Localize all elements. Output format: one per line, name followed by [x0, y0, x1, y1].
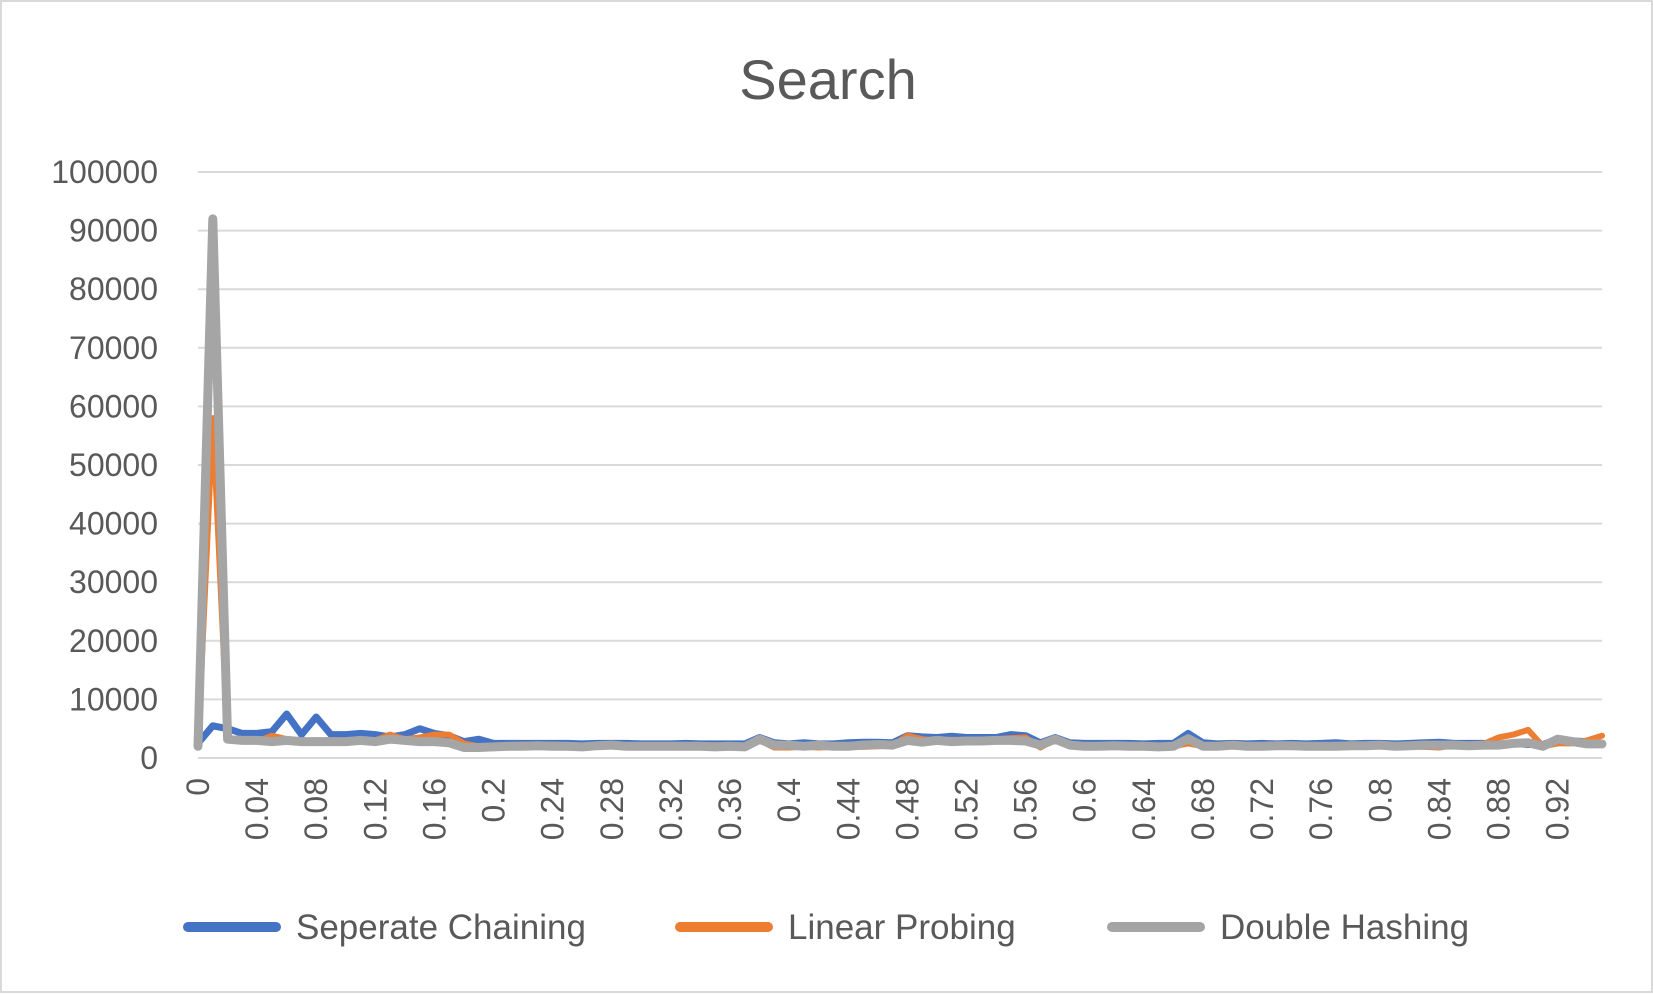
- x-tick-label: 0: [180, 778, 216, 796]
- x-tick-label: 0.44: [830, 778, 866, 840]
- y-tick-label: 40000: [69, 506, 158, 542]
- x-tick-label: 0.32: [653, 778, 689, 840]
- y-tick-label: 60000: [69, 388, 158, 424]
- x-tick-label: 0.84: [1421, 778, 1457, 840]
- x-tick-label: 0.04: [239, 778, 275, 840]
- x-tick-label: 0.28: [594, 778, 630, 840]
- x-tick-label: 0.08: [298, 778, 334, 840]
- x-tick-label: 0.36: [712, 778, 748, 840]
- legend: Seperate Chaining Linear Probing Double Ha…: [183, 908, 1469, 947]
- x-tick-label: 0.48: [889, 778, 925, 840]
- x-tick-label: 0.56: [1008, 778, 1044, 840]
- y-tick-label: 20000: [69, 623, 158, 659]
- x-tick-label: 0.76: [1303, 778, 1339, 840]
- x-tick-label: 0.68: [1185, 778, 1221, 840]
- x-tick-label: 0.4: [771, 778, 807, 822]
- x-tick-label: 0.24: [535, 778, 571, 840]
- x-tick-label: 0.52: [949, 778, 985, 840]
- y-axis: 0 10000 20000 30000 40000 50000 60000 70000 8000…: [51, 154, 158, 776]
- y-tick-label: 80000: [69, 271, 158, 307]
- x-tick-label: 0.2: [476, 778, 512, 822]
- x-tick-label: 0.8: [1362, 778, 1398, 822]
- legend-label: Double Hashing: [1220, 908, 1469, 947]
- y-tick-label: 50000: [69, 447, 158, 483]
- legend-label: Linear Probing: [788, 908, 1016, 947]
- x-axis: 0 0.04 0.08 0.12 0.16 0.2 0.24 0.28 0.32 0.36 0.4 0…: [180, 778, 1576, 840]
- legend-label: Seperate Chaining: [296, 908, 586, 947]
- x-tick-label: 0.88: [1481, 778, 1517, 840]
- x-tick-label: 0.6: [1067, 778, 1103, 822]
- x-tick-label: 0.72: [1244, 778, 1280, 840]
- y-tick-label: 90000: [69, 213, 158, 249]
- series-lines: [193, 214, 1607, 752]
- y-tick-label: 70000: [69, 330, 158, 366]
- chart-title: Search: [739, 48, 916, 111]
- x-tick-label: 0.64: [1126, 778, 1162, 840]
- y-tick-label: 30000: [69, 564, 158, 600]
- x-tick-label: 0.12: [357, 778, 393, 840]
- y-tick-label: 10000: [69, 681, 158, 717]
- x-tick-label: 0.16: [416, 778, 452, 840]
- series-line-2: [193, 214, 1607, 752]
- y-tick-label: 100000: [51, 154, 158, 190]
- gridlines: [198, 171, 1602, 759]
- x-tick-label: 0.92: [1540, 778, 1576, 840]
- y-tick-label: 0: [140, 740, 158, 776]
